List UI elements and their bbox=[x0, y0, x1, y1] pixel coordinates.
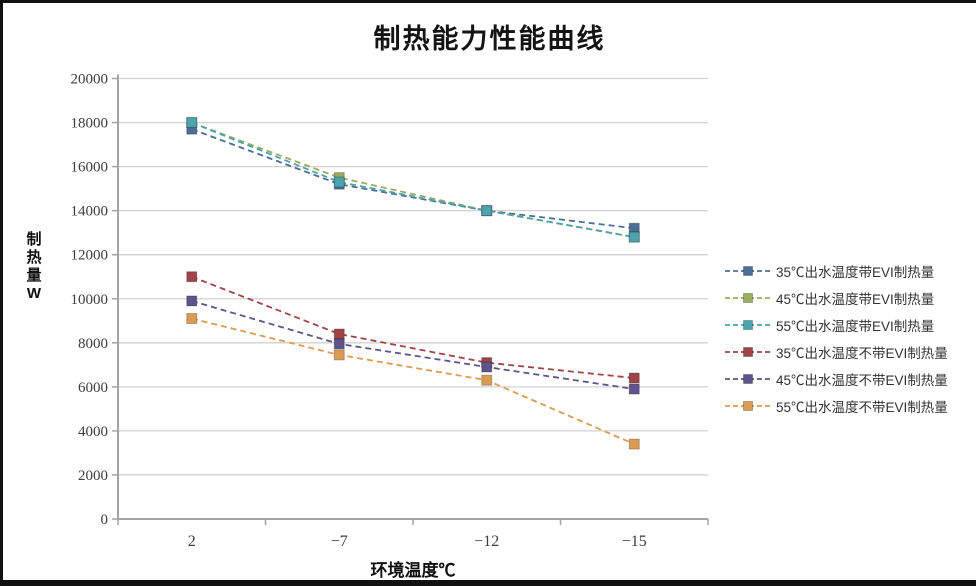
data-point-marker-s5 bbox=[628, 438, 640, 450]
x-axis-title: 环境温度℃ bbox=[370, 561, 456, 580]
y-tick-label: 20000 bbox=[71, 72, 109, 88]
legend-swatch bbox=[725, 266, 771, 276]
data-point-marker-s4 bbox=[186, 295, 198, 307]
legend-swatch bbox=[725, 374, 771, 384]
y-tick-label: 18000 bbox=[71, 116, 109, 132]
legend-item: 35℃出水温度带EVI制热量 bbox=[725, 261, 948, 281]
y-tick-label: 2000 bbox=[78, 468, 108, 484]
legend-label: 45℃出水温度不带EVI制热量 bbox=[776, 373, 948, 388]
legend-swatch bbox=[725, 293, 771, 303]
legend-marker-icon bbox=[743, 320, 753, 330]
data-point-marker-s3 bbox=[186, 271, 198, 283]
y-tick-label: 10000 bbox=[71, 292, 109, 308]
y-tick-label: 14000 bbox=[71, 204, 109, 220]
legend-marker-icon bbox=[743, 293, 753, 303]
legend-swatch bbox=[725, 347, 771, 357]
y-axis-title-char: 制 bbox=[26, 231, 42, 248]
data-point-marker-s5 bbox=[481, 374, 493, 386]
data-point-marker-s4 bbox=[333, 338, 345, 350]
y-axis-title-char: 量 bbox=[26, 267, 42, 284]
y-tick-label: 12000 bbox=[71, 248, 109, 264]
y-tick-label: 0 bbox=[101, 512, 109, 528]
series-line-0 bbox=[191, 128, 635, 230]
series-line-4 bbox=[191, 300, 635, 390]
data-point-marker-s3 bbox=[333, 328, 345, 340]
legend-marker-icon bbox=[743, 347, 753, 357]
data-point-marker-s2 bbox=[333, 176, 345, 188]
series-line-3 bbox=[191, 275, 635, 379]
series-line-1 bbox=[191, 121, 635, 238]
y-axis-title-char: W bbox=[26, 285, 42, 302]
legend-label: 55℃出水温度带EVI制热量 bbox=[776, 319, 935, 334]
x-tick-label: −12 bbox=[474, 533, 499, 550]
legend-marker-icon bbox=[743, 401, 753, 411]
legend-item: 45℃出水温度不带EVI制热量 bbox=[725, 369, 948, 389]
legend-label: 55℃出水温度不带EVI制热量 bbox=[776, 400, 948, 415]
x-tick-label: −15 bbox=[622, 533, 647, 550]
legend-label: 45℃出水温度带EVI制热量 bbox=[776, 292, 935, 307]
x-tick-label: 2 bbox=[188, 533, 196, 550]
data-point-marker-s4 bbox=[481, 361, 493, 373]
data-point-marker-s5 bbox=[186, 313, 198, 325]
legend-marker-icon bbox=[743, 266, 753, 276]
y-tick-label: 4000 bbox=[78, 424, 108, 440]
data-point-marker-s2 bbox=[628, 231, 640, 243]
y-axis-title-char: 热 bbox=[26, 249, 42, 266]
plot-area: 0 2000 4000 6000 8000 10000 12000 14000 16000 180… bbox=[71, 72, 709, 550]
legend-swatch bbox=[725, 320, 771, 330]
data-point-marker-s2 bbox=[481, 205, 493, 217]
legend-label: 35℃出水温度带EVI制热量 bbox=[776, 265, 935, 280]
legend-item: 55℃出水温度带EVI制热量 bbox=[725, 315, 948, 335]
legend-item: 45℃出水温度带EVI制热量 bbox=[725, 288, 948, 308]
series-line-2 bbox=[191, 121, 635, 238]
legend-swatch bbox=[725, 401, 771, 411]
data-point-marker-s5 bbox=[333, 349, 345, 361]
chart-legend: 35℃出水温度带EVI制热量 45℃出水温度带EVI制热量 55℃出水温度带EVI制… bbox=[725, 261, 948, 416]
y-tick-label: 16000 bbox=[71, 160, 109, 176]
y-tick-label: 6000 bbox=[78, 380, 108, 396]
y-tick-label: 8000 bbox=[78, 336, 108, 352]
legend-label: 35℃出水温度不带EVI制热量 bbox=[776, 346, 948, 361]
series-line-5 bbox=[191, 317, 635, 445]
data-point-marker-s3 bbox=[628, 372, 640, 384]
chart-title: 制热能力性能曲线 bbox=[373, 24, 606, 54]
data-point-marker-s2 bbox=[186, 117, 198, 129]
legend-item: 55℃出水温度不带EVI制热量 bbox=[725, 396, 948, 416]
x-tick-label: −7 bbox=[331, 533, 348, 550]
legend-marker-icon bbox=[743, 374, 753, 384]
legend-item: 35℃出水温度不带EVI制热量 bbox=[725, 342, 948, 362]
data-point-marker-s4 bbox=[628, 383, 640, 395]
